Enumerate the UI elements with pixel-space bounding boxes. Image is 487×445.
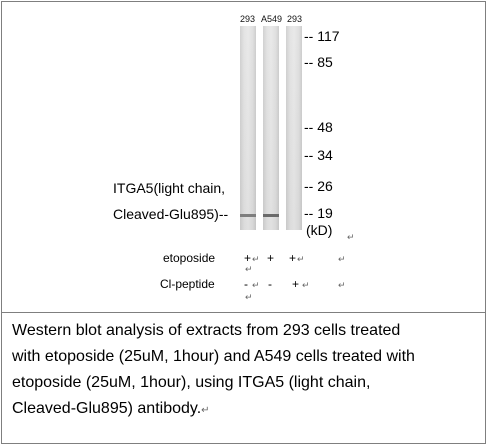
- caption-divider: [2, 312, 485, 313]
- etoposide-lane-2: +: [267, 251, 275, 265]
- cl-peptide-label: Cl-peptide: [160, 277, 215, 291]
- lane-label-1: 293: [240, 14, 256, 24]
- caption-line-3: etoposide (25uM, 1hour), using ITGA5 (li…: [12, 374, 371, 391]
- paragraph-mark: ↵: [201, 405, 210, 416]
- etoposide-label: etoposide: [163, 251, 216, 265]
- caption-line-2: with etoposide (25uM, 1hour) and A549 ce…: [12, 348, 415, 365]
- protein-label-line2: Cleaved-Glu895)--: [113, 206, 229, 222]
- blot-lane-1: [240, 26, 256, 230]
- protein-label-line1: ITGA5(light chain,: [113, 180, 226, 196]
- lane-label-3: 293: [287, 14, 303, 24]
- marker-48: -- 48: [304, 119, 333, 135]
- paragraph-mark: ↵: [245, 264, 253, 274]
- paragraph-mark: ↵: [245, 292, 253, 302]
- protein-band: [263, 214, 279, 217]
- caption-line-4-text: Cleaved-Glu895) antibody.: [12, 400, 202, 417]
- etoposide-lane-1: +: [244, 251, 252, 265]
- blot-lane-3: [286, 26, 302, 230]
- marker-117: -- 117: [304, 28, 340, 44]
- marker-19: -- 19: [304, 205, 333, 221]
- figure-caption: Western blot analysis of extracts from 2…: [12, 318, 477, 424]
- cl-peptide-lane-2: -: [268, 277, 272, 291]
- blot-lane-2: [263, 26, 279, 230]
- paragraph-mark: ↵: [297, 254, 305, 264]
- caption-line-1: Western blot analysis of extracts from 2…: [12, 322, 401, 339]
- protein-band: [240, 214, 256, 217]
- marker-34: -- 34: [304, 147, 333, 163]
- etoposide-lane-3: +: [289, 251, 297, 265]
- marker-26: -- 26: [304, 178, 333, 194]
- unit-label: (kD): [306, 222, 333, 238]
- paragraph-mark: ↵: [302, 280, 310, 290]
- cl-peptide-lane-1: -: [244, 277, 248, 291]
- paragraph-mark: ↵: [252, 254, 260, 264]
- cl-peptide-lane-3: +: [292, 277, 300, 291]
- paragraph-mark: ↵: [338, 254, 346, 264]
- marker-85: -- 85: [304, 54, 333, 70]
- paragraph-mark: ↵: [252, 280, 260, 290]
- paragraph-mark: ↵: [347, 232, 355, 242]
- lane-label-2: A549: [261, 14, 283, 24]
- paragraph-mark: ↵: [338, 280, 346, 290]
- caption-line-4: Cleaved-Glu895) antibody.↵: [12, 396, 477, 424]
